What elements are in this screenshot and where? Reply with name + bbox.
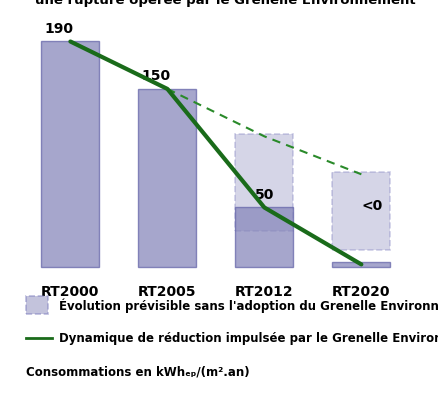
Text: Dynamique de réduction impulsée par le Grenelle Environnement: Dynamique de réduction impulsée par le G… [59, 332, 438, 345]
Text: <0: <0 [361, 199, 383, 213]
Text: 190: 190 [44, 22, 73, 36]
Bar [41, 41, 99, 267]
Text: 150: 150 [141, 69, 170, 83]
Bar [235, 207, 293, 267]
Title: Évolution des exigences réglementaires de
consommation énergétique des bâtiments: Évolution des exigences réglementaires d… [35, 0, 416, 6]
Bar [235, 134, 293, 231]
Bar [332, 172, 390, 250]
Text: Consommations en kWhₑₚ/(m².an): Consommations en kWhₑₚ/(m².an) [26, 365, 250, 378]
Text: 50: 50 [254, 188, 274, 201]
Text: Évolution prévisible sans l'adoption du Grenelle Environnement: Évolution prévisible sans l'adoption du … [59, 299, 438, 313]
Bar [138, 89, 197, 267]
Bar [332, 262, 390, 267]
Bar [26, 295, 48, 314]
